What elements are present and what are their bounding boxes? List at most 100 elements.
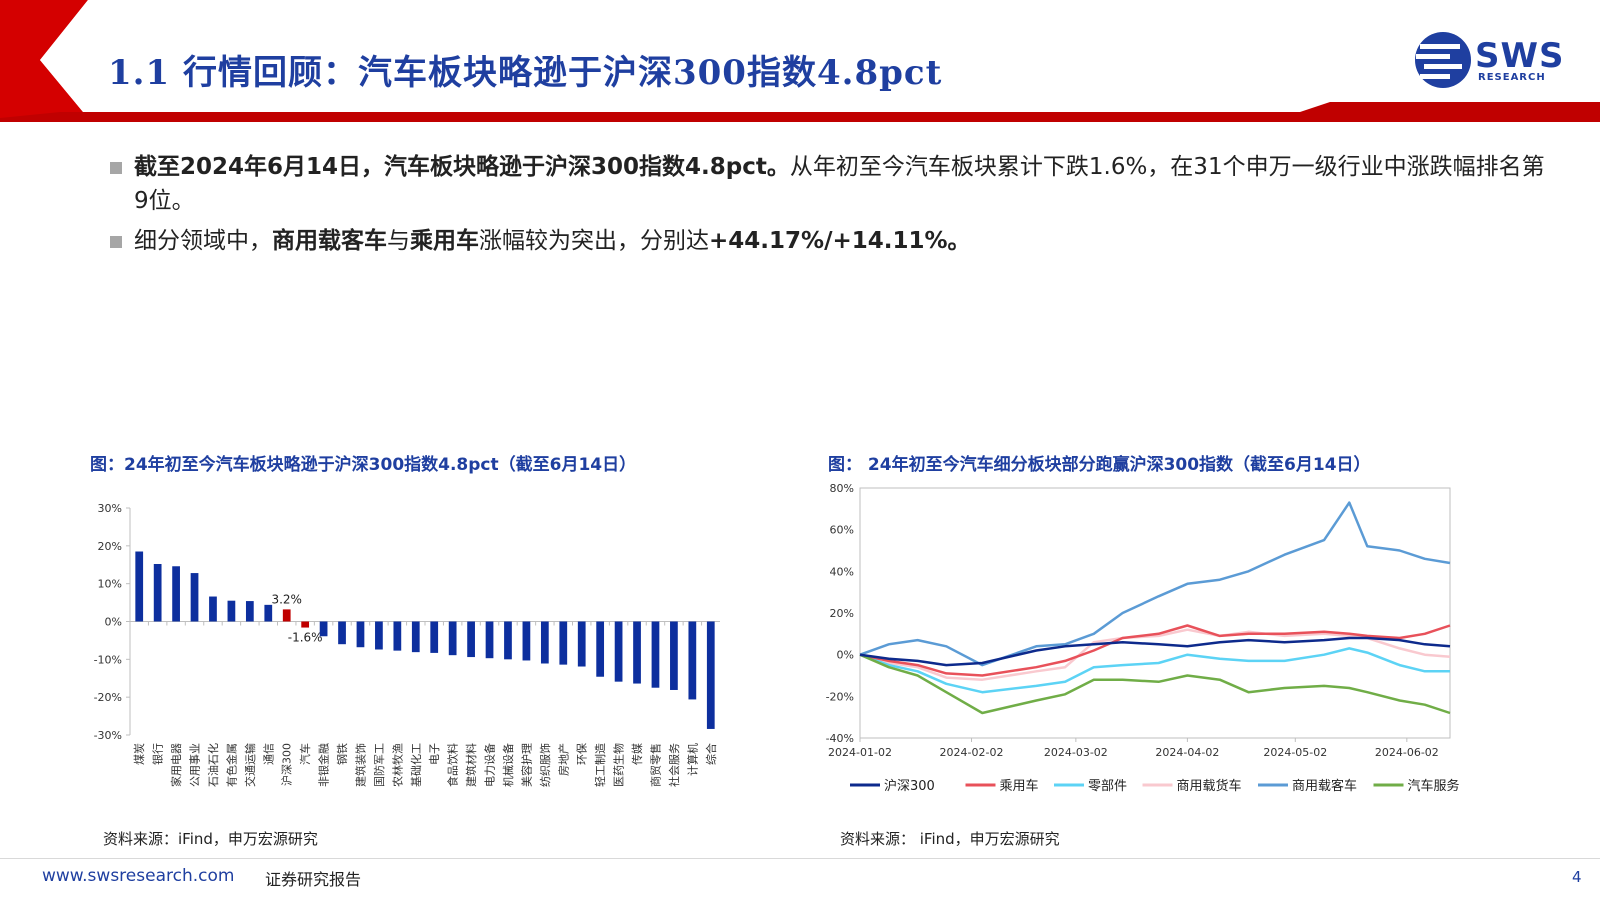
x-tick-label: 汽车 — [298, 743, 312, 765]
bar — [264, 604, 273, 622]
y-tick-label: 40% — [830, 565, 854, 578]
bar — [227, 600, 236, 622]
x-tick-label: 2024-01-02 — [828, 746, 892, 759]
industry-bar-chart: 30% 20% 10% 0% -10% -20% -30% 煤炭 银行 家用电器 公用事业 石油石化有… — [94, 502, 720, 787]
bar — [485, 621, 494, 659]
x-tick-label: 综合 — [704, 743, 718, 765]
bullet-square-icon — [110, 162, 122, 174]
x-tick-label: 基础化工 — [409, 743, 423, 787]
x-tick-label: 美容护理 — [519, 743, 533, 787]
y-tick-label: 60% — [830, 524, 854, 537]
bullet-square-icon — [110, 236, 122, 248]
x-tick-label: 石油石化 — [206, 743, 220, 787]
x-tick-label: 2024-05-02 — [1263, 746, 1327, 759]
x-tick-label: 家用电器 — [169, 743, 183, 787]
legend-label: 沪深300 — [884, 778, 935, 794]
header-banner — [0, 0, 1600, 125]
x-tick-label: 2024-04-02 — [1155, 746, 1219, 759]
footer-label: 证券研究报告 — [265, 870, 362, 889]
x-tick-label: 计算机 — [685, 743, 699, 776]
bar — [633, 621, 641, 684]
x-tick-label: 建筑材料 — [464, 743, 478, 787]
legend-label: 商用载货车 — [1177, 778, 1242, 794]
bar — [135, 551, 144, 622]
bar — [467, 621, 475, 658]
x-tick-label: 2024-02-02 — [940, 746, 1004, 759]
x-tick-label: 国防军工 — [372, 743, 386, 787]
x-tick-label: 银行 — [151, 743, 165, 765]
legend-label: 乘用车 — [1000, 778, 1039, 794]
series-line — [859, 653, 1451, 715]
x-tick-label: 社会服务 — [667, 743, 681, 787]
x-tick-label: 沪深300 — [280, 743, 294, 786]
bar — [172, 566, 180, 622]
x-tick-label: 传媒 — [631, 743, 644, 765]
y-tick-label: 0% — [837, 649, 854, 662]
data-label: -1.6% — [288, 631, 323, 645]
left-chart-source: 资料来源：iFind，申万宏源研究 — [103, 830, 318, 848]
x-tick-label: 钢铁 — [336, 743, 349, 765]
x-tick-label: 商贸零售 — [648, 743, 662, 787]
x-tick-label: 2024-06-02 — [1375, 746, 1439, 759]
bar — [393, 621, 402, 651]
bar — [448, 621, 457, 656]
logo-subtext: RESEARCH — [1478, 72, 1546, 83]
summary-bullets: 截至2024年6月14日，汽车板块略逊于沪深300指数4.8pct。从年初至今汽… — [110, 150, 1550, 264]
series-line — [859, 647, 1450, 694]
bar — [522, 621, 531, 661]
legend-label: 零部件 — [1088, 779, 1127, 794]
bar — [577, 621, 586, 667]
footer-divider — [0, 858, 1600, 859]
y-tick-label: 0% — [105, 616, 122, 629]
x-tick-label: 轻工制造 — [593, 743, 607, 787]
x-tick-label: 食品饮料 — [446, 743, 460, 787]
right-chart-caption: 图： 24年初至今汽车细分板块部分跑赢沪深300指数（截至6月14日） — [828, 455, 1371, 475]
bar — [670, 621, 678, 690]
bullet-2-text-3: 涨幅较为突出，分别达 — [479, 228, 709, 254]
bar — [356, 621, 365, 648]
bullet-2-text-1: 细分领域中， — [134, 228, 272, 254]
x-tick-label: 交通运输 — [243, 743, 257, 787]
data-label: 3.2% — [271, 592, 302, 606]
x-tick-label: 煤炭 — [133, 743, 146, 765]
x-tick-label: 机械设备 — [501, 743, 515, 787]
legend-label: 汽车服务 — [1408, 778, 1460, 794]
bar — [301, 621, 310, 628]
x-tick-label: 建筑装饰 — [353, 743, 367, 787]
y-tick-label: -10% — [94, 653, 122, 666]
y-tick-label: -20% — [826, 690, 854, 703]
y-tick-label: 30% — [98, 502, 122, 515]
bar — [153, 563, 162, 622]
left-chart-caption: 图：24年初至今汽车板块略逊于沪深300指数4.8pct（截至6月14日） — [90, 455, 637, 475]
x-tick-label: 房地产 — [556, 743, 570, 776]
footer-url[interactable]: www.swsresearch.com — [42, 866, 235, 886]
bar — [411, 621, 420, 653]
y-tick-label: 20% — [830, 607, 854, 620]
x-tick-label: 通信 — [262, 743, 275, 765]
bar — [190, 573, 199, 622]
y-tick-label: 80% — [830, 482, 854, 495]
bar — [559, 621, 568, 665]
bullet-1-bold: 截至2024年6月14日，汽车板块略逊于沪深300指数4.8pct。 — [134, 154, 790, 180]
x-tick-label: 纺织服饰 — [538, 743, 552, 787]
bar — [651, 621, 660, 688]
y-tick-label: 20% — [98, 540, 122, 553]
bar — [430, 621, 439, 653]
bar — [540, 621, 549, 664]
bar — [245, 601, 254, 622]
bar — [504, 621, 512, 660]
bullet-2-bold-2: 乘用车 — [410, 228, 479, 254]
subsector-line-chart: 80% 60% 40% 20% 0% -20% -40%2024-01-02 2024-02-… — [826, 482, 1460, 794]
x-tick-label: 公用事业 — [189, 743, 202, 787]
bar — [688, 621, 697, 700]
x-tick-label: 电子 — [428, 743, 441, 765]
bullet-1-text: 从年初至今汽车板块累计下跌1.6%，在31个申万一级行业中涨跌幅排名第9位。 — [134, 154, 1545, 214]
series-line — [859, 636, 1451, 667]
bar — [614, 621, 623, 682]
page-number: 4 — [1572, 868, 1582, 886]
right-chart-source: 资料来源： iFind，申万宏源研究 — [840, 830, 1060, 848]
bullet-2-text-2: 与 — [387, 228, 410, 254]
x-tick-label: 医药生物 — [612, 743, 626, 787]
y-tick-label: 10% — [98, 578, 122, 591]
page-title: 1.1 行情回顾：汽车板块略逊于沪深300指数4.8pct — [108, 53, 943, 93]
